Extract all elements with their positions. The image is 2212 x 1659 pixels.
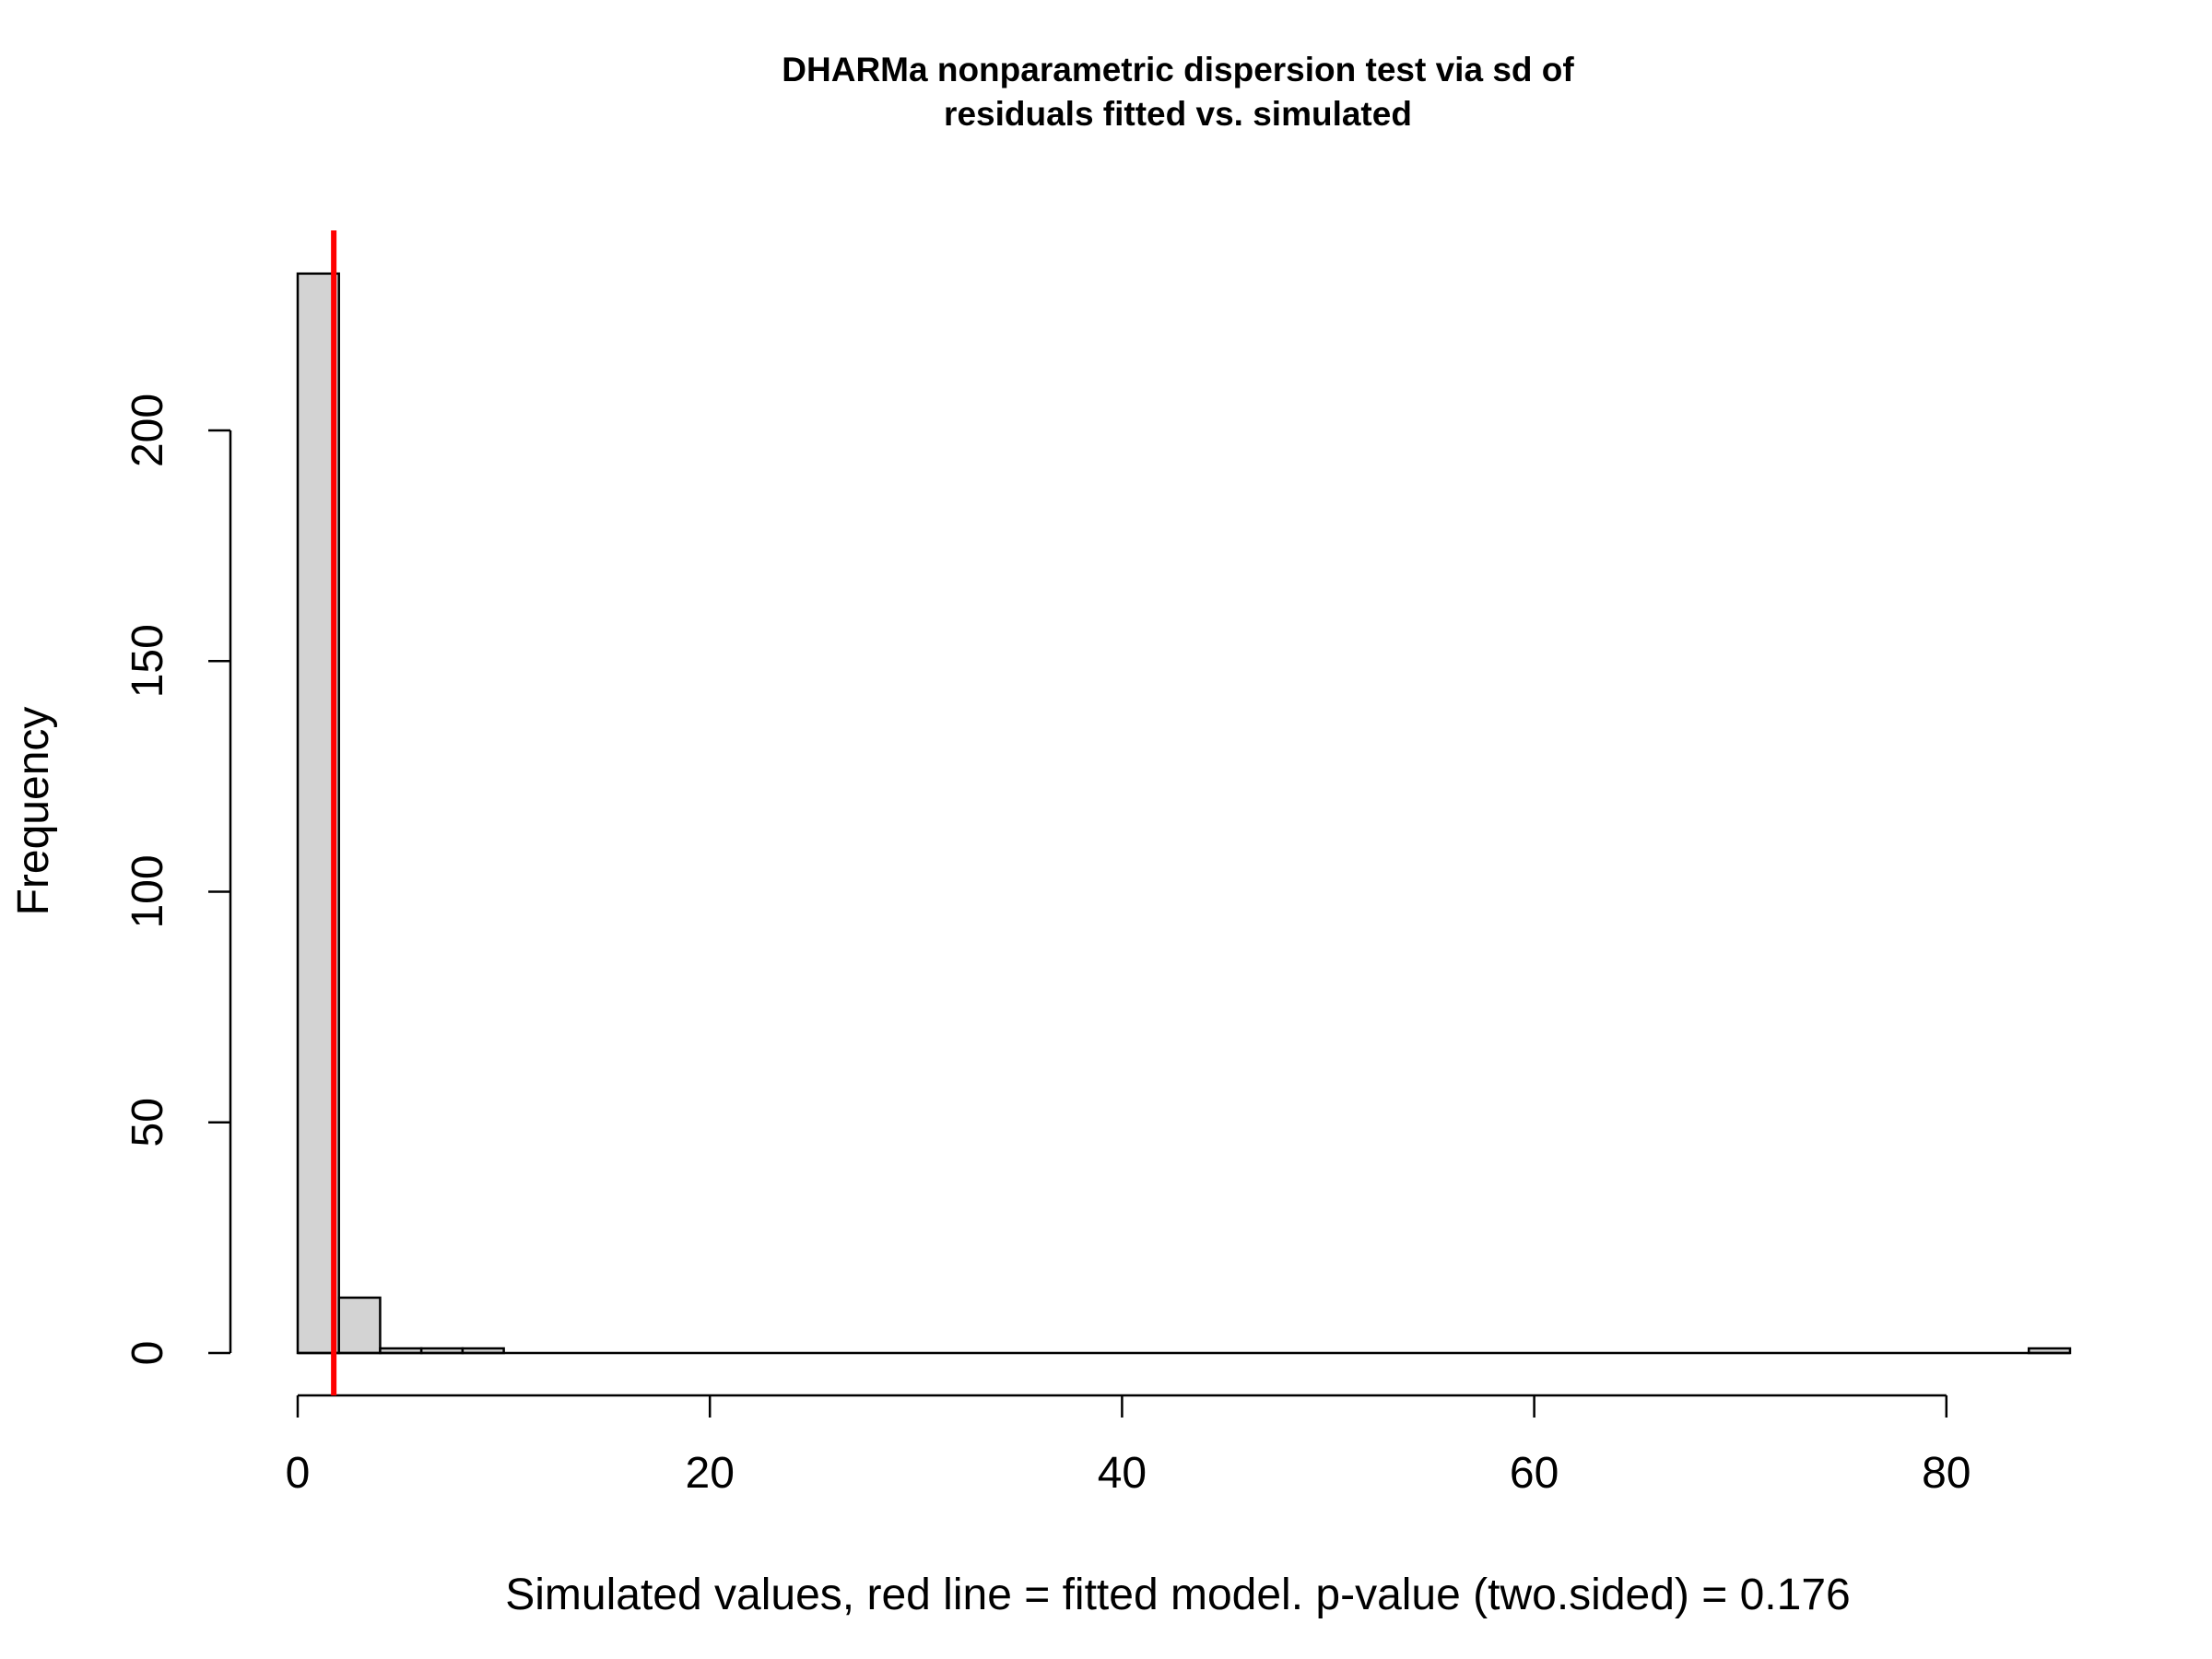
- y-axis: 0 50 100 150 200: [124, 394, 232, 1366]
- x-tick-label: 0: [286, 1449, 311, 1498]
- chart-title-line-1: DHARMa nonparametric dispersion test via…: [782, 51, 1574, 88]
- y-tick-label: 0: [124, 1341, 172, 1366]
- x-tick-label: 80: [1922, 1449, 1971, 1498]
- x-axis-label: Simulated values, red line = fitted mode…: [505, 1571, 1850, 1619]
- histogram-bar: [337, 1296, 382, 1355]
- y-tick-label: 150: [124, 624, 172, 698]
- x-tick-label: 40: [1098, 1449, 1147, 1498]
- y-tick-label: 200: [124, 394, 172, 467]
- x-axis: 0 20 40 60 80: [286, 1394, 1971, 1498]
- x-tick-label: 60: [1510, 1449, 1559, 1498]
- x-tick-label: 20: [686, 1449, 735, 1498]
- chart-title-line-2: residuals fitted vs. simulated: [944, 95, 1412, 133]
- histogram-bars: [296, 272, 2072, 1355]
- y-axis-label: Frequency: [9, 707, 58, 916]
- y-tick-label: 100: [124, 854, 172, 928]
- y-tick-label: 50: [124, 1098, 172, 1147]
